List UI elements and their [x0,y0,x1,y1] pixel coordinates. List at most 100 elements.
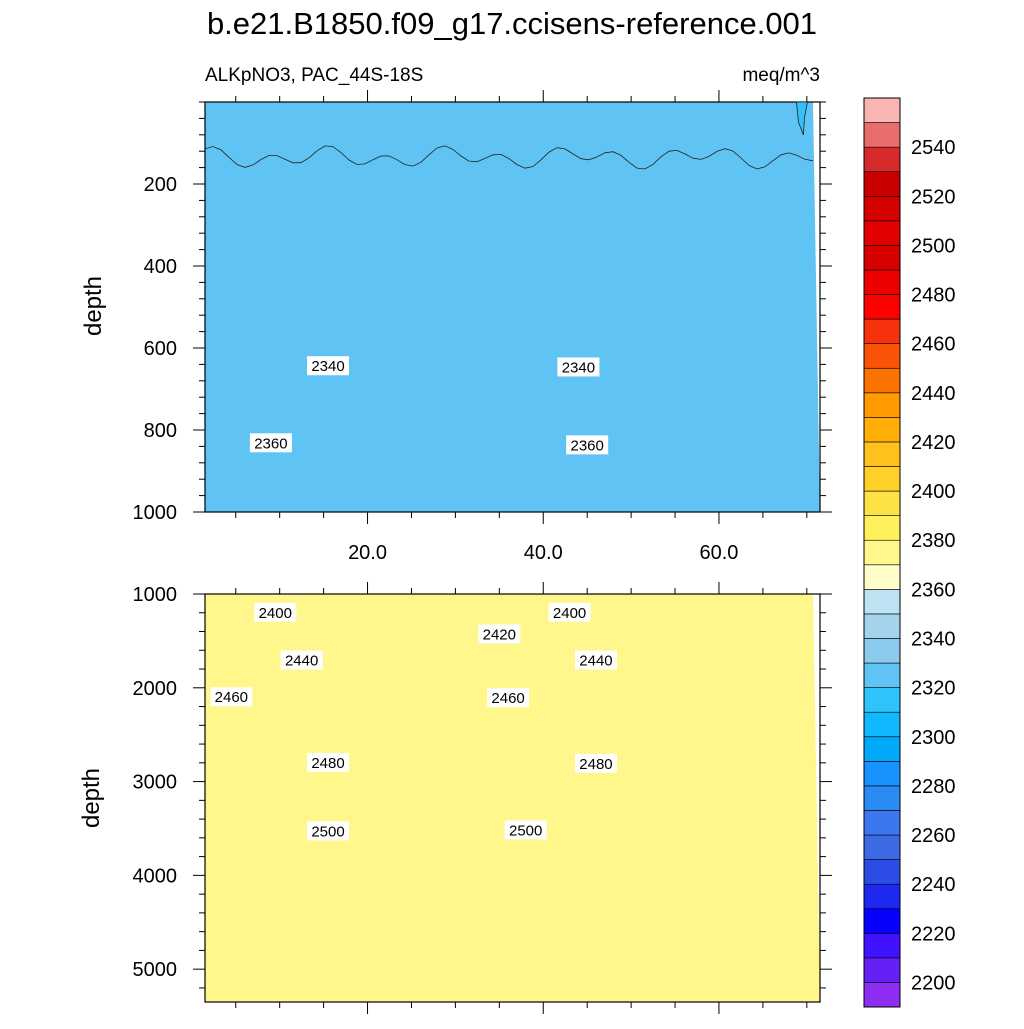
colorbar-box [863,146,901,173]
colorbar-box [863,883,901,910]
bottom-contour-label: 2400 [548,602,591,622]
bottom-contour-label-bg [548,602,591,622]
colorbar-label: 2520 [911,186,956,208]
colorbar-box [863,318,901,344]
bottom-contour-label-bg [574,650,617,670]
colorbar-box [863,392,901,418]
colorbar-box [863,564,901,590]
colorbar-label: 2420 [911,432,956,454]
bottom-contour-label-text: 2500 [311,823,344,840]
colorbar-label: 2220 [911,923,956,945]
colorbar-label: 2260 [911,825,956,847]
colorbar-box [863,122,901,148]
bottom-contour-label: 2420 [478,624,521,644]
bottom-y-tick-label: 1000 [133,584,178,606]
colorbar-box [863,711,901,738]
bottom-contour-label: 2460 [487,688,530,708]
colorbar-label: 2380 [911,530,956,552]
bottom-band-2380 [205,594,820,1002]
subtitle-left: ALKpNO3, PAC_44S-18S [205,65,423,86]
top-plot-area [205,102,820,512]
bottom-contour-label-bg [574,753,617,773]
top-panel: 200 400 600 800 1000 20.0 40.0 60.0 2340 2340 2360… [133,90,832,564]
bottom-contour-label-bg [504,820,547,840]
top-y-tick-label: 600 [144,338,177,360]
top-frame [204,101,821,513]
top-contour-label-text: 2360 [254,435,287,452]
colorbar-box [863,466,901,492]
top-band-2320 [205,102,820,512]
bottom-y-tick-label: 2000 [133,678,178,700]
top-contour-label: 2360 [249,433,292,453]
top-y-tick-label: 800 [144,420,177,442]
top-y-axis-label: depth [80,276,107,336]
top-contour-label-bg [307,356,349,376]
top-contour-label-text: 2360 [570,437,603,454]
colorbar-box [863,97,901,123]
bottom-panel: 1000 2000 3000 4000 5000 2400 2400 2420 2440 2440… [133,582,832,1014]
colorbar-box [863,613,901,639]
colorbar-label: 2540 [911,137,956,159]
bottom-contour-label: 2440 [574,650,617,670]
bottom-contour-label-bg [210,687,253,707]
x-tick-label: 40.0 [524,542,563,564]
top-contour-label-bg [566,435,609,455]
top-contour-label-text: 2340 [562,359,595,376]
bottom-contour-label-text: 2480 [579,756,612,773]
colorbar-box [863,195,901,222]
bottom-contour-label-text: 2440 [285,653,318,670]
colorbar-box [863,171,901,197]
bottom-plot-area [205,594,820,1002]
colorbar-box [863,539,901,566]
bottom-frame [204,593,821,1003]
top-contour-label: 2340 [307,356,349,376]
colorbar-box [863,687,901,713]
colorbar-label: 2200 [911,972,956,994]
colorbar-label: 2320 [911,678,956,700]
colorbar-box [863,294,901,320]
colorbar-box [863,761,901,787]
bottom-contour-label: 2500 [504,820,547,840]
bottom-y-tick-label: 5000 [133,959,178,981]
colorbar-box [863,490,901,516]
colorbar-box [863,343,901,369]
colorbar-label: 2360 [911,579,956,601]
top-contour-label-bg [557,357,600,377]
colorbar-box [863,220,901,246]
bottom-contour-label: 2480 [307,752,349,772]
colorbar-box [863,859,901,885]
colorbar-label: 2460 [911,334,956,356]
top-contour-label: 2360 [566,435,609,455]
bottom-contour-label-text: 2400 [553,605,586,622]
colorbar-box [863,245,901,271]
colorbar-box [863,417,901,443]
colorbar: 2200 2220 2240 2260 2280 2300 2320 2340 2360 2380… [863,97,956,1008]
colorbar-label: 2340 [911,628,956,650]
colorbar-box [863,785,901,811]
top-contour-label-text: 2340 [311,358,344,375]
colorbar-box [863,736,901,762]
top-contour-line-upper [205,145,814,170]
colorbar-label: 2240 [911,874,956,896]
colorbar-box [863,908,901,934]
top-y-tick-label: 1000 [133,502,178,524]
bottom-contour-label: 2440 [280,650,323,670]
subtitle-right: meq/m^3 [742,65,820,86]
bottom-y-axis-label: depth [78,768,105,828]
x-tick-label: 60.0 [699,542,738,564]
bottom-contour-label-text: 2440 [579,653,612,670]
colorbar-box [863,367,901,394]
colorbar-label: 2500 [911,235,956,257]
bottom-contour-label: 2460 [210,687,253,707]
bottom-contour-label-bg [280,650,323,670]
colorbar-label: 2480 [911,285,956,307]
top-surface-feature [795,101,808,136]
colorbar-box [863,515,901,541]
bottom-contour-label: 2480 [574,753,617,773]
colorbar-box [863,982,901,1008]
bottom-contour-label-text: 2480 [311,755,344,772]
colorbar-box [863,834,901,860]
bottom-contour-label-bg [478,624,521,644]
colorbar-box [863,957,901,983]
